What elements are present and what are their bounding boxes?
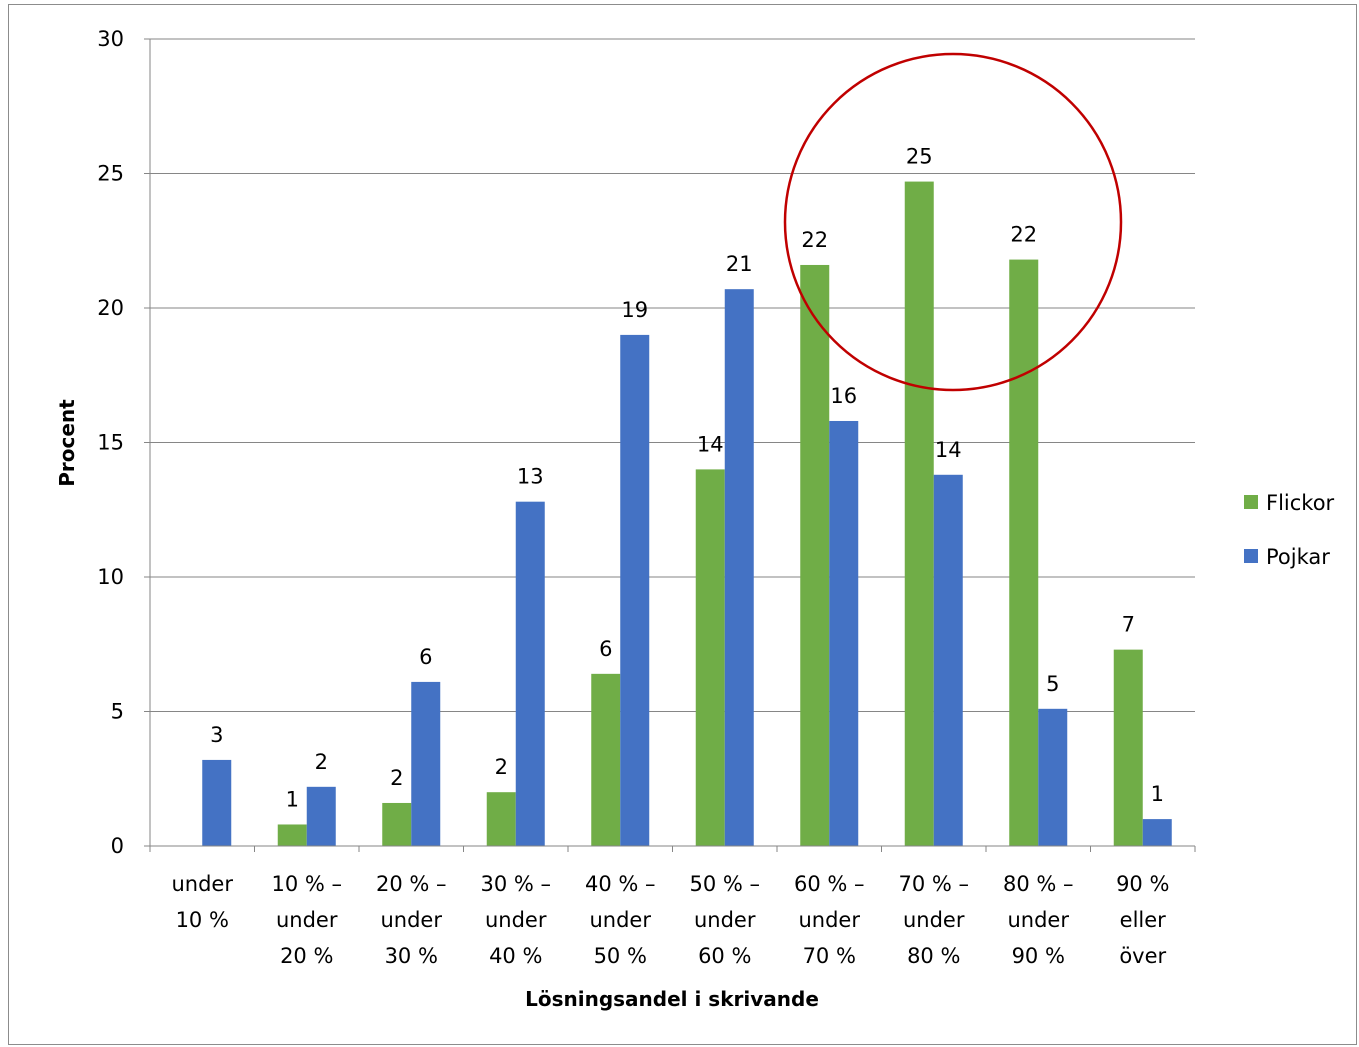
y-axis-title: Procent (55, 399, 79, 487)
bar-pojkar (306, 786, 336, 846)
highlight-circle (783, 52, 1123, 392)
y-tick-label: 15 (97, 431, 124, 455)
data-label: 6 (599, 637, 612, 661)
bar-flickor (695, 469, 725, 846)
x-category-label: 30 % – (480, 872, 551, 896)
data-label: 22 (801, 228, 828, 252)
data-label: 6 (419, 645, 432, 669)
x-category-label: 40 % (489, 944, 542, 968)
chart-frame (8, 4, 1357, 1045)
x-category-label: 80 % – (1003, 872, 1074, 896)
x-category-label: under (694, 908, 756, 932)
x-category-label: under (1007, 908, 1069, 932)
x-category-label: 30 % (385, 944, 438, 968)
data-label: 22 (1010, 223, 1037, 247)
x-axis (149, 39, 1196, 852)
x-category-label: 50 % – (689, 872, 760, 896)
x-category-label: under (798, 908, 860, 932)
data-label: 25 (906, 145, 933, 169)
bar-flickor (1009, 259, 1039, 847)
x-category-label: 10 % – (271, 872, 342, 896)
legend: Flickor Pojkar (1244, 491, 1335, 569)
x-category-label: under (380, 908, 442, 932)
bar-pojkar (515, 501, 545, 846)
x-category-label: 40 % – (585, 872, 656, 896)
x-category-label: 10 % (176, 908, 229, 932)
bar-pojkar (411, 681, 441, 846)
bar-pojkar (202, 759, 232, 846)
bar-pojkar (829, 420, 859, 846)
x-category-label: under (276, 908, 338, 932)
legend-label-flickor: Flickor (1266, 491, 1335, 515)
y-tick-label: 25 (97, 162, 124, 186)
data-label: 19 (621, 298, 648, 322)
data-label: 2 (390, 766, 403, 790)
data-label: 2 (495, 755, 508, 779)
data-label: 21 (726, 252, 753, 276)
bar-flickor (382, 802, 412, 846)
bar-flickor (1113, 649, 1143, 846)
bar-pojkar (933, 474, 963, 846)
bar-flickor (800, 264, 830, 847)
y-axis-ticks: 0 5 10 15 20 25 30 (97, 27, 150, 858)
legend-swatch-pojkar (1244, 549, 1258, 563)
x-category-label: 90 % (1012, 944, 1065, 968)
x-category-label: 70 % (803, 944, 856, 968)
bar-pojkar (1038, 708, 1068, 846)
y-tick-label: 20 (97, 296, 124, 320)
x-category-label: 80 % (907, 944, 960, 968)
x-category-label: över (1119, 944, 1166, 968)
x-category-label: under (589, 908, 651, 932)
legend-label-pojkar: Pojkar (1266, 545, 1330, 569)
x-axis-categories: under 10 % 10 % – under 20 % 20 % – under 30 % 3… (171, 872, 1169, 968)
x-axis-title: Lösningsandel i skrivande (525, 987, 819, 1011)
data-label: 14 (697, 432, 724, 456)
x-category-label: 70 % – (898, 872, 969, 896)
x-category-label: 60 % – (794, 872, 865, 896)
x-category-label: under (903, 908, 965, 932)
bar-pojkar (620, 334, 650, 846)
x-category-label: 50 % (594, 944, 647, 968)
data-label: 3 (210, 723, 223, 747)
data-label: 13 (517, 465, 544, 489)
bar-flickor (277, 824, 307, 846)
data-label: 16 (830, 384, 857, 408)
x-category-label: 60 % (698, 944, 751, 968)
x-category-label: 20 % (280, 944, 333, 968)
bar-flickor (591, 673, 621, 846)
data-label: 2 (315, 750, 328, 774)
x-category-label: under (171, 872, 233, 896)
x-category-label: under (485, 908, 547, 932)
data-label: 5 (1046, 672, 1059, 696)
bars (202, 181, 1172, 847)
y-tick-label: 0 (111, 834, 124, 858)
data-label: 14 (935, 438, 962, 462)
x-category-label: 20 % – (376, 872, 447, 896)
x-category-label: eller (1120, 908, 1167, 932)
data-label: 7 (1122, 613, 1135, 637)
bar-flickor (486, 792, 516, 846)
bar-pojkar (1142, 819, 1172, 846)
data-label: 1 (286, 787, 299, 811)
y-tick-label: 30 (97, 27, 124, 51)
y-tick-label: 5 (111, 700, 124, 724)
bar-pojkar (724, 289, 754, 846)
x-category-label: 90 % (1116, 872, 1169, 896)
data-label: 1 (1151, 782, 1164, 806)
legend-swatch-flickor (1244, 495, 1258, 509)
y-tick-label: 10 (97, 565, 124, 589)
bar-flickor (904, 181, 934, 846)
